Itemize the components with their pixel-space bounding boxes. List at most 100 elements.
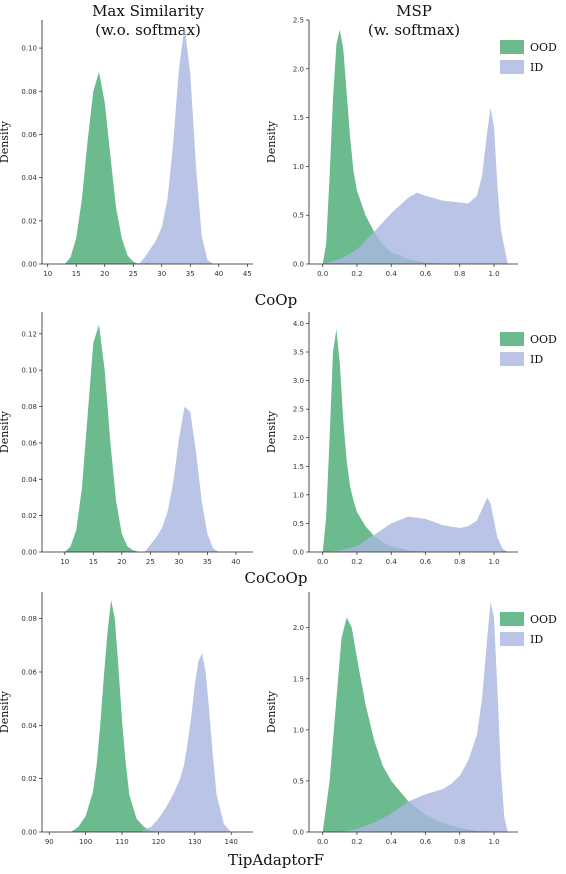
x-tick-label: 0.0 [317, 838, 328, 846]
row-label-cocoop: CoCoOp [245, 569, 308, 587]
y-tick-label: 2.0 [293, 624, 304, 632]
legend-label-ood: OOD [530, 333, 557, 346]
x-tick-label: 100 [79, 838, 92, 846]
left-column-title-line1: Max Similarity [92, 2, 204, 20]
row-label-tipadaptorf: TipAdaptorF [228, 851, 324, 869]
x-tick-label: 0.4 [386, 270, 398, 278]
x-tick-label: 0.0 [317, 270, 328, 278]
y-tick-label: 0.04 [21, 476, 37, 484]
density-area-ood [322, 29, 443, 264]
x-tick-label: 0.6 [420, 838, 432, 846]
y-tick-label: 0.0 [293, 261, 304, 269]
x-tick-label: 20 [117, 558, 126, 566]
x-tick-label: 0.2 [351, 270, 362, 278]
y-tick-label: 0.02 [21, 512, 37, 520]
row-label-coop: CoOp [255, 291, 297, 309]
x-tick-label: 20 [100, 270, 109, 278]
y-tick-label: 2.0 [293, 65, 304, 73]
x-tick-label: 0.6 [420, 270, 432, 278]
x-tick-label: 1.0 [488, 558, 499, 566]
y-tick-label: 2.0 [293, 434, 304, 442]
y-tick-label: 1.5 [293, 114, 304, 122]
x-tick-label: 40 [214, 270, 223, 278]
x-tick-label: 40 [231, 558, 240, 566]
y-tick-label: 1.0 [293, 163, 304, 171]
x-tick-label: 110 [115, 838, 128, 846]
x-tick-label: 1.0 [488, 838, 499, 846]
y-tick-label: 2.5 [293, 406, 304, 414]
panel-3: 0.0 0.2 0.4 0.6 0.8 1.0 0.0 0.5 1.0 1.5 2.0 2.5 3.0 3… [265, 312, 557, 566]
x-tick-label: 15 [72, 270, 81, 278]
y-tick-label: 0.0 [293, 549, 304, 557]
y-tick-label: 1.5 [293, 463, 304, 471]
y-tick-label: 0.02 [21, 775, 37, 783]
panel-0: 10 15 20 25 30 35 40 45 0.00 0.02 0.04 0.06 0.08 0.10… [0, 20, 253, 278]
y-tick-label: 0.10 [21, 367, 37, 375]
legend: OOD ID [500, 40, 557, 74]
density-area-id [138, 26, 214, 264]
y-tick-label: 1.0 [293, 491, 304, 499]
legend-swatch-id [500, 352, 524, 366]
y-tick-label: 0.5 [293, 520, 304, 528]
y-tick-label: 0.06 [21, 669, 37, 677]
x-tick-label: 35 [186, 270, 195, 278]
y-tick-label: 1.0 [293, 726, 304, 734]
y-tick-label: 0.06 [21, 131, 37, 139]
legend-swatch-ood [500, 612, 524, 626]
density-area-id [339, 602, 508, 832]
y-tick-label: 0.04 [21, 174, 37, 182]
legend-label-id: ID [530, 61, 543, 74]
y-tick-label: 0.5 [293, 212, 304, 220]
y-axis-label: Density [265, 120, 278, 163]
y-axis-label: Density [0, 120, 11, 163]
y-axis-label: Density [0, 410, 11, 453]
x-tick-label: 1.0 [488, 270, 499, 278]
density-area-id [140, 653, 232, 832]
x-tick-label: 0.2 [351, 558, 362, 566]
density-area-ood [64, 324, 139, 552]
density-area-ood [322, 329, 426, 552]
left-column-title-line2: (w.o. softmax) [95, 21, 201, 39]
density-area-id [144, 406, 219, 552]
legend-label-ood: OOD [530, 41, 557, 54]
legend-swatch-id [500, 60, 524, 74]
y-tick-label: 2.5 [293, 17, 304, 25]
legend-swatch-ood [500, 332, 524, 346]
x-tick-label: 130 [188, 838, 201, 846]
x-tick-label: 90 [45, 838, 54, 846]
y-axis-label: Density [265, 410, 278, 453]
legend-swatch-ood [500, 40, 524, 54]
x-tick-label: 25 [146, 558, 155, 566]
legend-label-ood: OOD [530, 613, 557, 626]
y-tick-label: 0.00 [21, 261, 37, 269]
y-tick-label: 0.08 [21, 403, 37, 411]
x-tick-label: 0.8 [454, 838, 465, 846]
right-column-title-line2: (w. softmax) [368, 21, 460, 39]
density-area-ood [71, 600, 159, 832]
x-tick-label: 0.6 [420, 558, 432, 566]
y-tick-label: 0.12 [21, 330, 37, 338]
x-tick-label: 0.2 [351, 838, 362, 846]
y-tick-label: 0.08 [21, 615, 37, 623]
x-tick-label: 30 [157, 270, 166, 278]
density-area-ood [64, 71, 139, 264]
panel-4: 90 100 110 120 130 140 0.00 0.02 0.04 0.06 0.08 Den… [0, 592, 253, 846]
y-tick-label: 0.10 [21, 45, 37, 53]
y-tick-label: 3.5 [293, 349, 304, 357]
x-tick-label: 35 [203, 558, 212, 566]
x-tick-label: 120 [152, 838, 165, 846]
panel-1: 0.0 0.2 0.4 0.6 0.8 1.0 0.0 0.5 1.0 1.5 2.0 2.5 Dens… [265, 17, 557, 279]
y-axis-label: Density [265, 690, 278, 733]
x-tick-label: 10 [43, 270, 52, 278]
x-tick-label: 0.8 [454, 270, 465, 278]
x-tick-label: 0.0 [317, 558, 328, 566]
y-tick-label: 0.5 [293, 777, 304, 785]
density-area-ood [322, 617, 494, 832]
y-tick-label: 0.0 [293, 829, 304, 837]
x-tick-label: 0.8 [454, 558, 465, 566]
y-tick-label: 0.02 [21, 217, 37, 225]
x-tick-label: 30 [174, 558, 183, 566]
y-tick-label: 0.00 [21, 549, 37, 557]
x-tick-label: 140 [224, 838, 237, 846]
